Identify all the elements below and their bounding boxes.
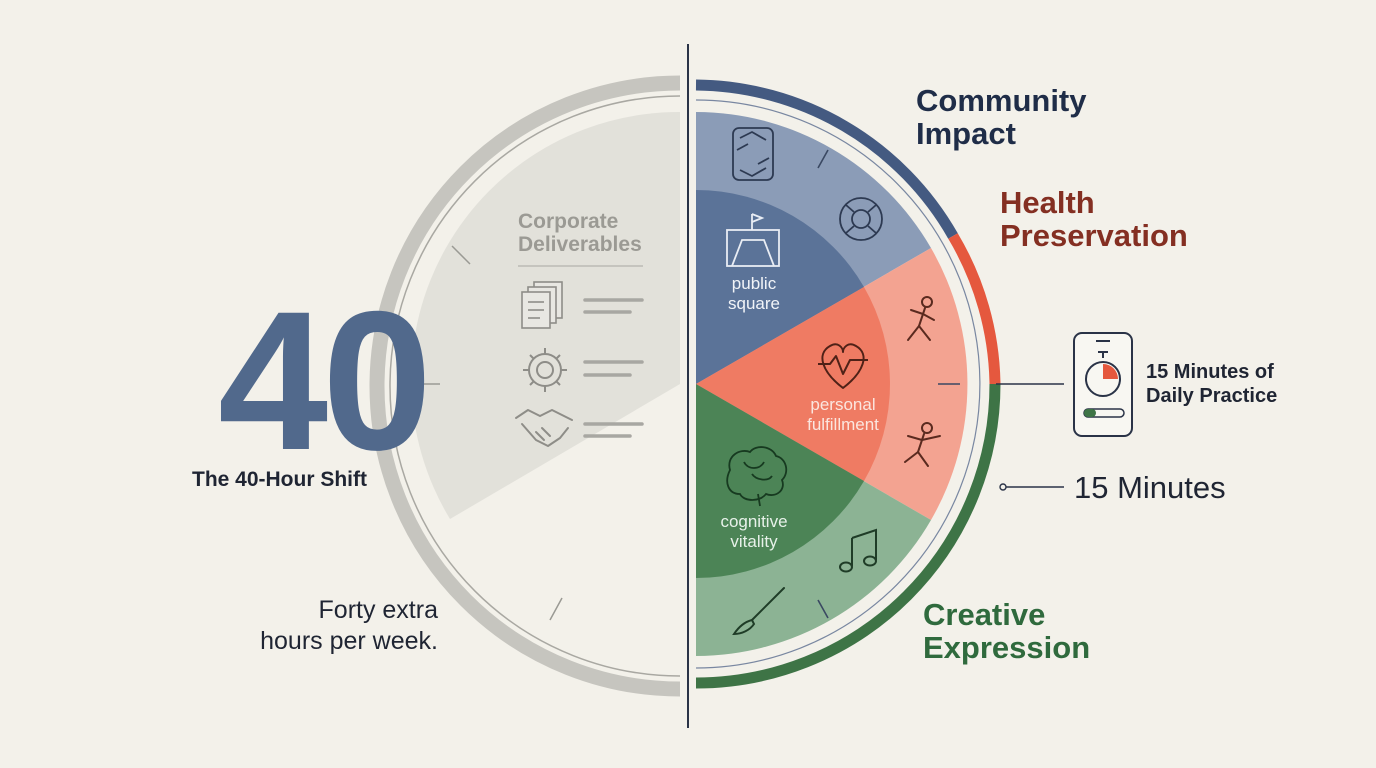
daily-practice-label: 15 Minutes of Daily Practice	[1146, 360, 1277, 408]
personal-label-line-1: personal	[810, 395, 876, 414]
personal-label-line-2: fulfillment	[807, 415, 879, 434]
right-tick-marks	[817, 149, 960, 619]
cognitive-segment	[696, 384, 864, 578]
handshake-icon	[515, 409, 573, 447]
creative-heading-line-1: Creative	[923, 597, 1046, 632]
phone-timer-icon	[1073, 332, 1133, 437]
hands-circle-icon	[732, 127, 774, 181]
extra-hours-line-1: Forty extra	[318, 596, 438, 624]
extra-hours-line-2: hours per week.	[260, 627, 438, 655]
music-note-icon	[839, 528, 877, 573]
health-heading-line-2: Preservation	[1000, 218, 1188, 253]
health-ring-arc	[948, 233, 1001, 385]
personal-segment	[696, 287, 890, 481]
cognitive-label-line-2: vitality	[730, 532, 778, 551]
fifteen-minutes-label: 15 Minutes	[1074, 470, 1226, 505]
public-label-line-1: public	[731, 274, 777, 293]
brain-icon	[726, 446, 788, 507]
life-buoy-icon	[839, 197, 883, 241]
shift-label: The 40-Hour Shift	[192, 468, 368, 491]
text-lines-2	[583, 360, 644, 377]
corporate-title-line-1: Corporate	[518, 210, 619, 233]
forty-hours-number: 40	[218, 270, 432, 491]
heartbeat-icon	[818, 343, 868, 389]
left-ring-inner-line	[389, 95, 681, 677]
paintbrush-icon	[732, 587, 785, 636]
personal-fulfillment-label: personal fulfillment	[786, 395, 900, 435]
text-lines-3	[583, 422, 644, 438]
health-heading-line-1: Health	[1000, 185, 1095, 220]
cognitive-vitality-label: cognitive vitality	[700, 512, 808, 552]
minutes-connector-dot	[999, 483, 1007, 491]
community-ring-arc	[695, 79, 958, 239]
public-segment	[696, 190, 864, 384]
dancer-icon	[904, 422, 941, 467]
gear-icon	[523, 348, 567, 392]
creative-expression-heading: Creative Expression	[923, 598, 1090, 664]
health-preservation-heading: Health Preservation	[1000, 186, 1188, 252]
practice-line-1: 15 Minutes of	[1146, 361, 1274, 383]
corporate-title-line-2: Deliverables	[518, 233, 642, 256]
right-ring-inner-line	[695, 99, 981, 669]
corporate-deliverables-title: Corporate Deliverables	[518, 210, 642, 256]
community-heading-line-1: Community	[916, 83, 1087, 118]
gate-flag-icon	[726, 213, 780, 267]
text-lines-1	[583, 298, 644, 314]
creative-heading-line-2: Expression	[923, 630, 1091, 665]
runner-icon	[907, 296, 935, 341]
left-tick-marks	[416, 245, 563, 621]
documents-icon	[521, 281, 563, 329]
community-heading-line-2: Impact	[916, 116, 1016, 151]
creative-ring-arc	[695, 383, 1001, 689]
practice-line-2: Daily Practice	[1146, 385, 1278, 407]
left-grey-ring	[369, 75, 681, 697]
community-impact-heading: Community Impact	[916, 84, 1087, 150]
public-label-line-2: square	[728, 294, 780, 313]
cognitive-label-line-1: cognitive	[720, 512, 788, 531]
public-square-label: public square	[700, 274, 808, 314]
